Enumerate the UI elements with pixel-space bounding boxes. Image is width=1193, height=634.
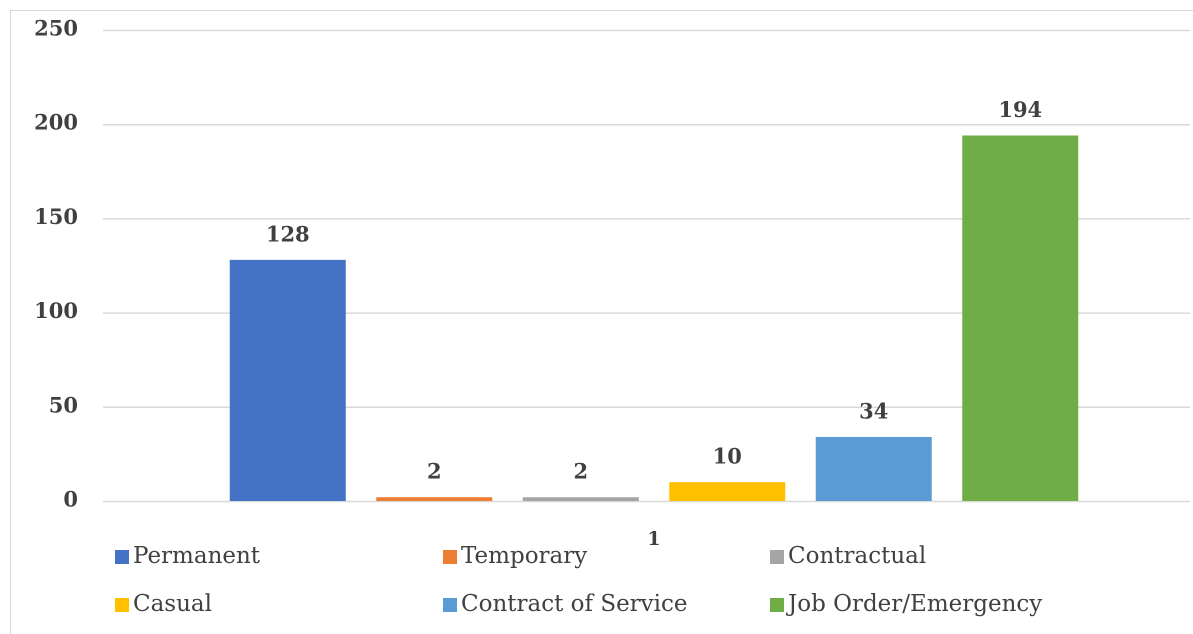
legend-swatch [443, 598, 457, 612]
bar [962, 135, 1079, 501]
bar [669, 482, 786, 501]
bar [522, 497, 639, 501]
y-tick-label: 250 [34, 16, 78, 41]
legend-swatch [115, 550, 129, 564]
y-tick-label: 100 [34, 298, 78, 323]
x-tick-label: 1 [647, 528, 660, 550]
legend-swatch [770, 598, 784, 612]
legend-swatch [115, 598, 129, 612]
bar [229, 259, 346, 501]
legend-swatch [443, 550, 457, 564]
legend-label: Contract of Service [461, 591, 688, 617]
bar [815, 436, 932, 501]
data-label: 128 [266, 221, 310, 246]
legend-label: Casual [133, 591, 212, 617]
y-tick-label: 0 [63, 487, 78, 512]
data-label: 2 [573, 459, 588, 484]
data-label: 34 [859, 398, 888, 423]
legend-label: Temporary [461, 543, 587, 569]
legend-label: Job Order/Emergency [786, 591, 1042, 617]
bar [376, 497, 493, 501]
data-label: 10 [713, 444, 742, 469]
legend-label: Permanent [133, 543, 261, 569]
legend-swatch [770, 550, 784, 564]
data-label: 2 [427, 459, 442, 484]
y-tick-label: 50 [49, 392, 78, 417]
chart-border [10, 10, 1193, 634]
legend-label: Contractual [788, 543, 926, 569]
y-tick-label: 150 [34, 204, 78, 229]
y-tick-label: 200 [34, 110, 78, 135]
data-label: 194 [998, 97, 1042, 122]
